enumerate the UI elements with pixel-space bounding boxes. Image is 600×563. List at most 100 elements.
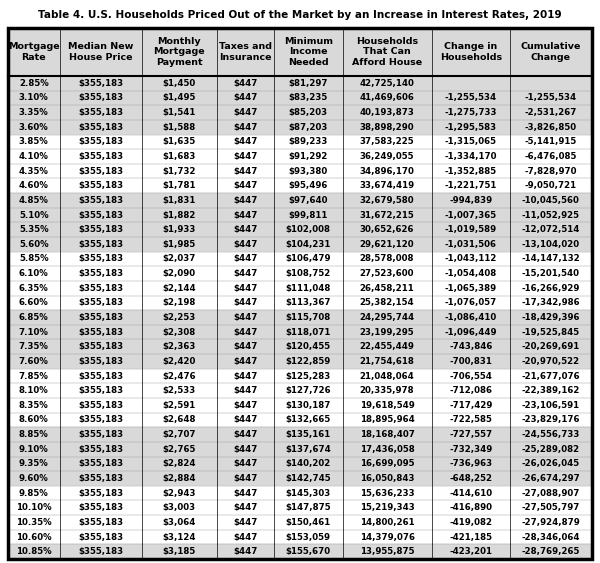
Text: Median New
House Price: Median New House Price xyxy=(68,42,133,62)
Text: -21,677,076: -21,677,076 xyxy=(521,372,580,381)
Text: $355,183: $355,183 xyxy=(78,152,123,161)
Text: $155,670: $155,670 xyxy=(286,547,331,556)
Text: -416,890: -416,890 xyxy=(449,503,492,512)
Text: $447: $447 xyxy=(233,123,258,132)
Text: $89,233: $89,233 xyxy=(289,137,328,146)
Text: $447: $447 xyxy=(233,386,258,395)
Text: $1,450: $1,450 xyxy=(163,79,196,88)
Text: $1,588: $1,588 xyxy=(163,123,196,132)
Text: -706,554: -706,554 xyxy=(449,372,492,381)
Text: -11,052,925: -11,052,925 xyxy=(522,211,580,220)
Text: $118,071: $118,071 xyxy=(286,328,331,337)
Text: 4.10%: 4.10% xyxy=(19,152,49,161)
Text: -1,086,410: -1,086,410 xyxy=(445,313,497,322)
Text: 16,050,843: 16,050,843 xyxy=(360,474,415,483)
Text: 40,193,873: 40,193,873 xyxy=(359,108,415,117)
Text: $447: $447 xyxy=(233,459,258,468)
Text: $355,183: $355,183 xyxy=(78,328,123,337)
Text: 42,725,140: 42,725,140 xyxy=(359,79,415,88)
Text: -26,674,297: -26,674,297 xyxy=(521,474,580,483)
Text: $132,665: $132,665 xyxy=(286,415,331,425)
Text: -20,970,522: -20,970,522 xyxy=(522,357,580,366)
Text: 9.10%: 9.10% xyxy=(19,445,49,454)
Text: 3.60%: 3.60% xyxy=(19,123,49,132)
Text: 29,621,120: 29,621,120 xyxy=(360,240,415,249)
Text: $447: $447 xyxy=(233,298,258,307)
Text: $447: $447 xyxy=(233,167,258,176)
Text: $355,183: $355,183 xyxy=(78,415,123,425)
Text: $355,183: $355,183 xyxy=(78,372,123,381)
Text: $83,235: $83,235 xyxy=(289,93,328,102)
Text: $1,495: $1,495 xyxy=(163,93,196,102)
Text: 15,219,343: 15,219,343 xyxy=(360,503,415,512)
Text: -1,043,112: -1,043,112 xyxy=(445,254,497,263)
Text: $355,183: $355,183 xyxy=(78,386,123,395)
Text: -648,252: -648,252 xyxy=(449,474,492,483)
Text: $447: $447 xyxy=(233,137,258,146)
Text: -1,019,589: -1,019,589 xyxy=(445,225,497,234)
Text: -7,828,970: -7,828,970 xyxy=(524,167,577,176)
Text: $111,048: $111,048 xyxy=(286,284,331,293)
Text: $355,183: $355,183 xyxy=(78,211,123,220)
Text: 17,436,058: 17,436,058 xyxy=(360,445,415,454)
Text: $3,064: $3,064 xyxy=(163,518,196,527)
Text: Households
That Can
Afford House: Households That Can Afford House xyxy=(352,37,422,67)
Text: $125,283: $125,283 xyxy=(286,372,331,381)
Text: 14,379,076: 14,379,076 xyxy=(359,533,415,542)
Text: $447: $447 xyxy=(233,445,258,454)
Text: $108,752: $108,752 xyxy=(286,269,331,278)
Text: $120,455: $120,455 xyxy=(286,342,331,351)
Text: $355,183: $355,183 xyxy=(78,254,123,263)
Text: 8.60%: 8.60% xyxy=(19,415,49,425)
Text: -1,295,583: -1,295,583 xyxy=(445,123,497,132)
Text: -13,104,020: -13,104,020 xyxy=(522,240,580,249)
Text: $447: $447 xyxy=(233,225,258,234)
Text: $2,144: $2,144 xyxy=(163,284,196,293)
Text: -722,585: -722,585 xyxy=(449,415,492,425)
Text: 21,754,618: 21,754,618 xyxy=(359,357,415,366)
Text: -15,201,540: -15,201,540 xyxy=(522,269,580,278)
Text: -1,275,733: -1,275,733 xyxy=(445,108,497,117)
Text: $3,185: $3,185 xyxy=(163,547,196,556)
Text: $1,831: $1,831 xyxy=(163,196,196,205)
Text: 21,048,064: 21,048,064 xyxy=(360,372,415,381)
Text: $142,745: $142,745 xyxy=(286,474,331,483)
Text: 8.85%: 8.85% xyxy=(19,430,49,439)
Text: $447: $447 xyxy=(233,269,258,278)
Text: -17,342,986: -17,342,986 xyxy=(521,298,580,307)
Text: $87,203: $87,203 xyxy=(289,123,328,132)
Text: $104,231: $104,231 xyxy=(286,240,331,249)
Text: 6.60%: 6.60% xyxy=(19,298,49,307)
Text: 19,618,549: 19,618,549 xyxy=(360,401,415,410)
Text: -23,829,176: -23,829,176 xyxy=(521,415,580,425)
Text: $355,183: $355,183 xyxy=(78,459,123,468)
Text: 6.35%: 6.35% xyxy=(19,284,49,293)
Text: $99,811: $99,811 xyxy=(289,211,328,220)
Text: -743,846: -743,846 xyxy=(449,342,493,351)
Text: -727,557: -727,557 xyxy=(449,430,493,439)
Text: 26,458,211: 26,458,211 xyxy=(360,284,415,293)
Text: 24,295,744: 24,295,744 xyxy=(359,313,415,322)
Text: 2.85%: 2.85% xyxy=(19,79,49,88)
Text: $1,541: $1,541 xyxy=(163,108,196,117)
Text: 30,652,626: 30,652,626 xyxy=(360,225,415,234)
Text: -10,045,560: -10,045,560 xyxy=(522,196,580,205)
Text: $447: $447 xyxy=(233,328,258,337)
Text: $2,037: $2,037 xyxy=(163,254,196,263)
Text: $355,183: $355,183 xyxy=(78,401,123,410)
Text: $355,183: $355,183 xyxy=(78,137,123,146)
Text: -26,026,045: -26,026,045 xyxy=(522,459,580,468)
Text: $355,183: $355,183 xyxy=(78,430,123,439)
Text: $2,363: $2,363 xyxy=(163,342,196,351)
Text: 41,469,606: 41,469,606 xyxy=(359,93,415,102)
Text: 15,636,233: 15,636,233 xyxy=(360,489,415,498)
Text: 37,583,225: 37,583,225 xyxy=(360,137,415,146)
Text: 16,699,095: 16,699,095 xyxy=(360,459,415,468)
Text: -1,315,065: -1,315,065 xyxy=(445,137,497,146)
Text: -1,255,534: -1,255,534 xyxy=(525,93,577,102)
Text: $153,059: $153,059 xyxy=(286,533,331,542)
Text: -421,185: -421,185 xyxy=(449,533,492,542)
Text: 6.85%: 6.85% xyxy=(19,313,49,322)
Text: $2,824: $2,824 xyxy=(163,459,196,468)
Text: 32,679,580: 32,679,580 xyxy=(360,196,415,205)
